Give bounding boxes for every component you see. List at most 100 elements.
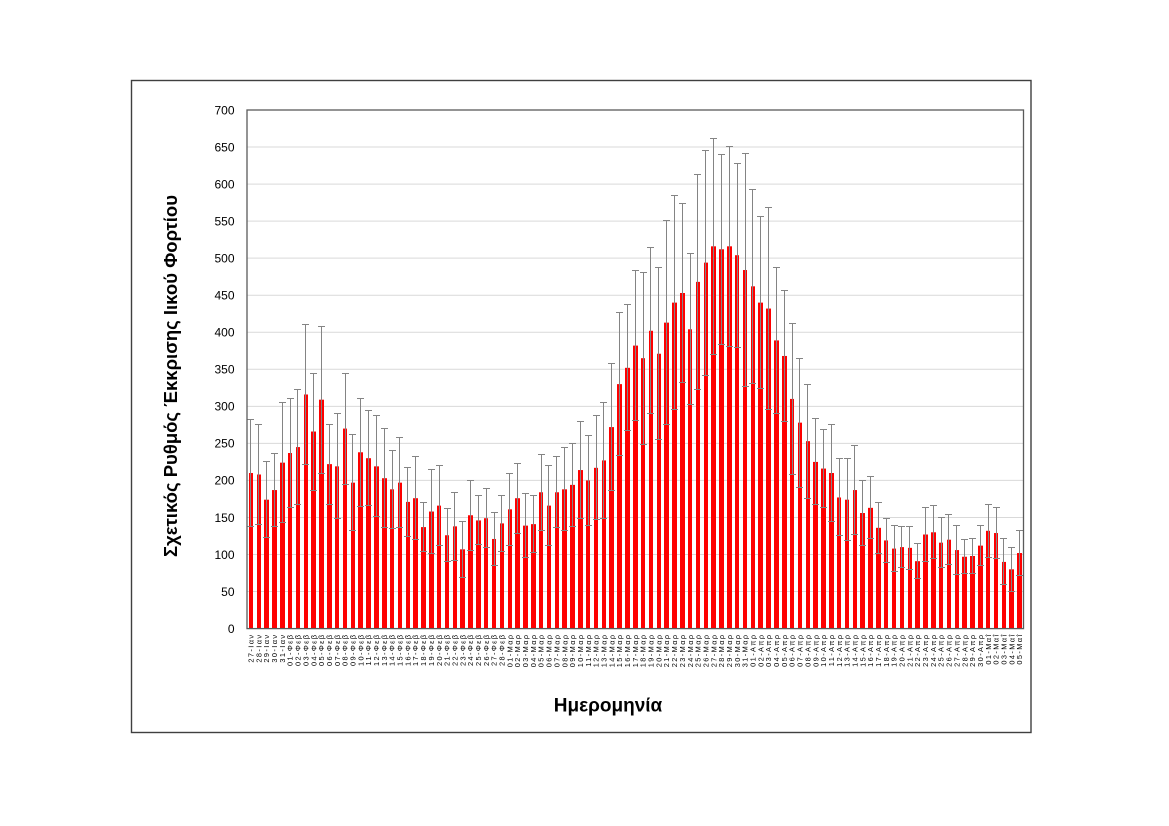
svg-text:20-Μαρ: 20-Μαρ (654, 634, 663, 668)
svg-text:05-Φεβ: 05-Φεβ (317, 634, 326, 667)
svg-text:26-Απρ: 26-Απρ (945, 634, 954, 667)
svg-text:01-Μαΐ: 01-Μαΐ (984, 634, 993, 665)
svg-text:03-Απρ: 03-Απρ (764, 634, 773, 667)
svg-text:19-Φεβ: 19-Φεβ (427, 634, 436, 667)
svg-text:16-Απρ: 16-Απρ (866, 634, 875, 667)
svg-text:28-Απρ: 28-Απρ (960, 634, 969, 667)
svg-text:400: 400 (214, 326, 234, 340)
svg-text:15-Απρ: 15-Απρ (858, 634, 867, 667)
svg-text:25-Φεβ: 25-Φεβ (474, 634, 483, 667)
svg-text:26-Μαρ: 26-Μαρ (701, 634, 710, 668)
svg-text:27-Φεβ: 27-Φεβ (490, 634, 499, 667)
svg-text:07-Απρ: 07-Απρ (796, 634, 805, 667)
svg-text:04-Μαρ: 04-Μαρ (529, 634, 538, 668)
svg-text:31-Μαρ: 31-Μαρ (741, 634, 750, 668)
svg-text:18-Φεβ: 18-Φεβ (419, 634, 428, 667)
svg-text:07-Φεβ: 07-Φεβ (333, 634, 342, 667)
svg-text:19-Μαρ: 19-Μαρ (647, 634, 656, 668)
svg-text:450: 450 (214, 289, 234, 303)
svg-text:25-Μαρ: 25-Μαρ (694, 634, 703, 668)
svg-text:18-Μαρ: 18-Μαρ (639, 634, 648, 668)
svg-text:21-Μαρ: 21-Μαρ (662, 634, 671, 668)
svg-text:23-Φεβ: 23-Φεβ (458, 634, 467, 667)
svg-text:22-Φεβ: 22-Φεβ (450, 634, 459, 667)
svg-text:29-Απρ: 29-Απρ (968, 634, 977, 667)
svg-text:20-Απρ: 20-Απρ (898, 634, 907, 667)
svg-text:08-Φεβ: 08-Φεβ (341, 634, 350, 667)
svg-text:10-Μαρ: 10-Μαρ (576, 634, 585, 668)
svg-text:01-Μαρ: 01-Μαρ (505, 634, 514, 668)
svg-text:17-Μαρ: 17-Μαρ (631, 634, 640, 668)
svg-text:09-Μαρ: 09-Μαρ (568, 634, 577, 668)
svg-text:28-Μαρ: 28-Μαρ (717, 634, 726, 668)
svg-text:12-Φεβ: 12-Φεβ (372, 634, 381, 667)
svg-text:02-Μαΐ: 02-Μαΐ (992, 634, 1001, 665)
svg-text:07-Μαρ: 07-Μαρ (552, 634, 561, 668)
svg-text:22-Μαρ: 22-Μαρ (670, 634, 679, 668)
svg-text:02-Μαρ: 02-Μαρ (513, 634, 522, 668)
svg-text:09-Απρ: 09-Απρ (811, 634, 820, 667)
svg-text:27-Ιαν: 27-Ιαν (247, 634, 256, 663)
svg-text:06-Απρ: 06-Απρ (788, 634, 797, 667)
svg-text:11-Φεβ: 11-Φεβ (364, 634, 373, 666)
svg-text:09-Φεβ: 09-Φεβ (348, 634, 357, 667)
svg-text:Ημερομηνία: Ημερομηνία (554, 696, 663, 717)
svg-text:08-Μαρ: 08-Μαρ (560, 634, 569, 668)
svg-text:05-Μαρ: 05-Μαρ (537, 634, 546, 668)
svg-text:15-Μαρ: 15-Μαρ (615, 634, 624, 668)
svg-text:17-Φεβ: 17-Φεβ (411, 634, 420, 667)
svg-text:31-Ιαν: 31-Ιαν (278, 634, 287, 663)
svg-text:04-Απρ: 04-Απρ (772, 634, 781, 667)
svg-text:04-Μαΐ: 04-Μαΐ (1007, 634, 1016, 665)
svg-text:300: 300 (214, 400, 234, 414)
svg-text:15-Φεβ: 15-Φεβ (396, 634, 405, 667)
svg-text:16-Φεβ: 16-Φεβ (403, 634, 412, 667)
svg-text:200: 200 (214, 474, 234, 488)
svg-text:24-Απρ: 24-Απρ (929, 634, 938, 667)
svg-text:100: 100 (214, 548, 234, 562)
svg-text:11-Μαρ: 11-Μαρ (584, 634, 593, 667)
svg-text:11-Απρ: 11-Απρ (827, 634, 836, 667)
svg-text:30-Μαρ: 30-Μαρ (733, 634, 742, 668)
svg-text:05-Μαΐ: 05-Μαΐ (1015, 634, 1024, 665)
svg-text:13-Απρ: 13-Απρ (843, 634, 852, 667)
svg-text:16-Μαρ: 16-Μαρ (623, 634, 632, 668)
svg-text:06-Φεβ: 06-Φεβ (325, 634, 334, 667)
svg-text:08-Απρ: 08-Απρ (803, 634, 812, 667)
svg-text:500: 500 (214, 252, 234, 266)
svg-text:23-Μαρ: 23-Μαρ (678, 634, 687, 668)
svg-text:25-Απρ: 25-Απρ (937, 634, 946, 667)
svg-text:10-Απρ: 10-Απρ (819, 634, 828, 667)
svg-text:28-Φεβ: 28-Φεβ (498, 634, 507, 667)
svg-text:04-Φεβ: 04-Φεβ (309, 634, 318, 667)
svg-text:26-Φεβ: 26-Φεβ (482, 634, 491, 667)
svg-text:05-Απρ: 05-Απρ (780, 634, 789, 667)
svg-text:14-Απρ: 14-Απρ (850, 634, 859, 667)
svg-text:23-Απρ: 23-Απρ (921, 634, 930, 667)
svg-text:21-Απρ: 21-Απρ (905, 634, 914, 667)
svg-text:30-Απρ: 30-Απρ (976, 634, 985, 667)
svg-text:14-Φεβ: 14-Φεβ (388, 634, 397, 667)
svg-text:29-Ιαν: 29-Ιαν (262, 634, 271, 663)
svg-text:600: 600 (214, 177, 234, 191)
svg-text:650: 650 (214, 140, 234, 154)
svg-text:21-Φεβ: 21-Φεβ (443, 634, 452, 667)
svg-text:350: 350 (214, 363, 234, 377)
svg-text:03-Μαρ: 03-Μαρ (521, 634, 530, 668)
svg-text:20-Φεβ: 20-Φεβ (435, 634, 444, 667)
svg-text:02-Φεβ: 02-Φεβ (294, 634, 303, 667)
svg-text:550: 550 (214, 214, 234, 228)
svg-text:150: 150 (214, 511, 234, 525)
svg-text:50: 50 (221, 585, 235, 599)
svg-text:12-Απρ: 12-Απρ (835, 634, 844, 667)
svg-text:28-Ιαν: 28-Ιαν (254, 634, 263, 663)
svg-text:24-Φεβ: 24-Φεβ (466, 634, 475, 667)
svg-text:06-Μαρ: 06-Μαρ (545, 634, 554, 668)
svg-text:250: 250 (214, 437, 234, 451)
svg-text:03-Φεβ: 03-Φεβ (301, 634, 310, 667)
svg-text:10-Φεβ: 10-Φεβ (356, 634, 365, 667)
svg-text:02-Απρ: 02-Απρ (756, 634, 765, 667)
svg-text:19-Απρ: 19-Απρ (890, 634, 899, 667)
svg-text:Σχετικός Ρυθμός Έκκρισης Ιικού: Σχετικός Ρυθμός Έκκρισης Ιικού Φορτίου (160, 195, 181, 557)
svg-text:22-Απρ: 22-Απρ (913, 634, 922, 667)
